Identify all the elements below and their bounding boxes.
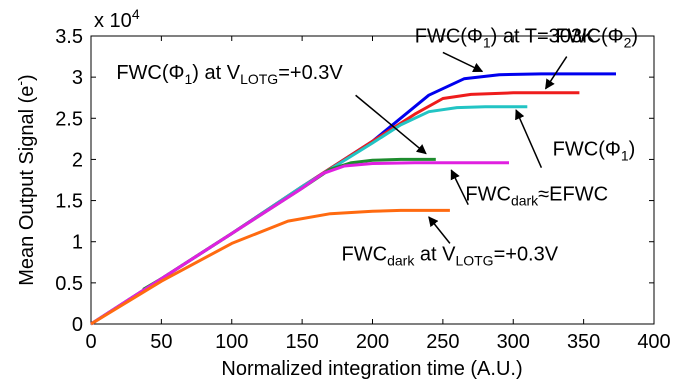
annotation-text: FWC(Φ xyxy=(555,26,623,48)
annotation-arrow-2 xyxy=(544,56,568,90)
annotation-text: FWC(Φ xyxy=(415,26,483,48)
annotation-text: ) xyxy=(631,26,638,48)
plot-area xyxy=(90,35,655,325)
annotation-fwc-dark-vlotg: FWCdark at VLOTG=+0.3V xyxy=(342,244,559,269)
y-axis-title-sup: - xyxy=(12,81,28,86)
x-tick-label: 350 xyxy=(567,331,600,353)
y-tick-label: 2.5 xyxy=(55,108,83,130)
annotation-subscript: 1 xyxy=(483,35,491,51)
series-group xyxy=(90,72,616,326)
annotation-text: FWC xyxy=(342,244,388,266)
annotation-fwc-dark-efwc: FWCdark≈EFWC xyxy=(465,184,608,209)
annotation-text: FWC xyxy=(465,184,511,206)
y-tick-label: 3.5 xyxy=(55,26,83,48)
annotation-arrow-3 xyxy=(355,94,427,155)
y-tick-label: 0.5 xyxy=(55,273,83,295)
annotation-subscript: 1 xyxy=(621,147,629,163)
annotation-text: FWC(Φ xyxy=(116,62,184,84)
annotation-text: ≈EFWC xyxy=(538,184,608,206)
annotation-text: =+0.3V xyxy=(278,62,343,84)
y-tick-label: 2 xyxy=(72,149,83,171)
annotation-arrow-1 xyxy=(442,51,484,73)
annotation-text: ) xyxy=(629,138,636,160)
annotation-text: ) at V xyxy=(192,62,240,84)
series-line-5 xyxy=(90,161,509,326)
x-tick-label: 100 xyxy=(215,331,248,353)
y-axis-title-close: ) xyxy=(16,74,38,81)
y-multiplier: x 104 xyxy=(94,6,140,32)
annotation-fwc-phi2: FWC(Φ2) xyxy=(555,26,638,51)
annotation-subscript: LOTG xyxy=(240,71,278,87)
y-tick-label: 0 xyxy=(72,314,83,336)
y-axis-title: Mean Output Signal (e-) xyxy=(12,74,38,285)
annotation-subscript: dark xyxy=(511,193,539,209)
annotation-text: FWC(Φ xyxy=(553,138,621,160)
annotation-fwc-phi1-303k: FWC(Φ1) at T=303K xyxy=(415,26,596,51)
y-axis-title-main: Mean Output Signal (e xyxy=(16,86,38,286)
annotation-subscript: 2 xyxy=(624,35,632,51)
annotation-fwc-phi1-vlotg: FWC(Φ1) at VLOTG=+0.3V xyxy=(116,62,343,87)
x-tick-label: 0 xyxy=(85,331,96,353)
y-multiplier-base: x 10 xyxy=(94,10,132,32)
annotation-subscript: 1 xyxy=(184,71,192,87)
x-tick-label: 150 xyxy=(285,331,318,353)
annotation-fwc-phi1: FWC(Φ1) xyxy=(553,138,636,163)
x-tick-label: 50 xyxy=(150,331,172,353)
y-tick-label: 3 xyxy=(72,67,83,89)
x-tick-label: 250 xyxy=(426,331,459,353)
annotation-arrow-6 xyxy=(428,216,451,244)
annotation-text: at V xyxy=(414,244,456,266)
x-tick-label: 400 xyxy=(637,331,670,353)
annotation-arrows xyxy=(355,51,568,244)
annotation-subscript: LOTG xyxy=(455,253,493,269)
annotation-subscript: dark xyxy=(387,253,415,269)
x-axis-title: Normalized integration time (A.U.) xyxy=(221,358,522,380)
y-multiplier-exp: 4 xyxy=(132,6,140,22)
series-line-6 xyxy=(90,208,450,326)
axis-ticks: 0 50 100 150 200 250 300 350 400 0 0.5 1 1.5 2 2.5 3 3.5 xyxy=(55,26,671,353)
annotation-arrow-4 xyxy=(515,109,543,168)
x-tick-label: 200 xyxy=(356,331,389,353)
y-tick-label: 1.5 xyxy=(55,191,83,213)
annotation-text: ) at T=303K xyxy=(491,26,596,48)
x-tick-label: 300 xyxy=(497,331,530,353)
annotation-arrow-5 xyxy=(450,169,469,206)
y-tick-label: 1 xyxy=(72,232,83,254)
annotation-text: =+0.3V xyxy=(494,244,559,266)
